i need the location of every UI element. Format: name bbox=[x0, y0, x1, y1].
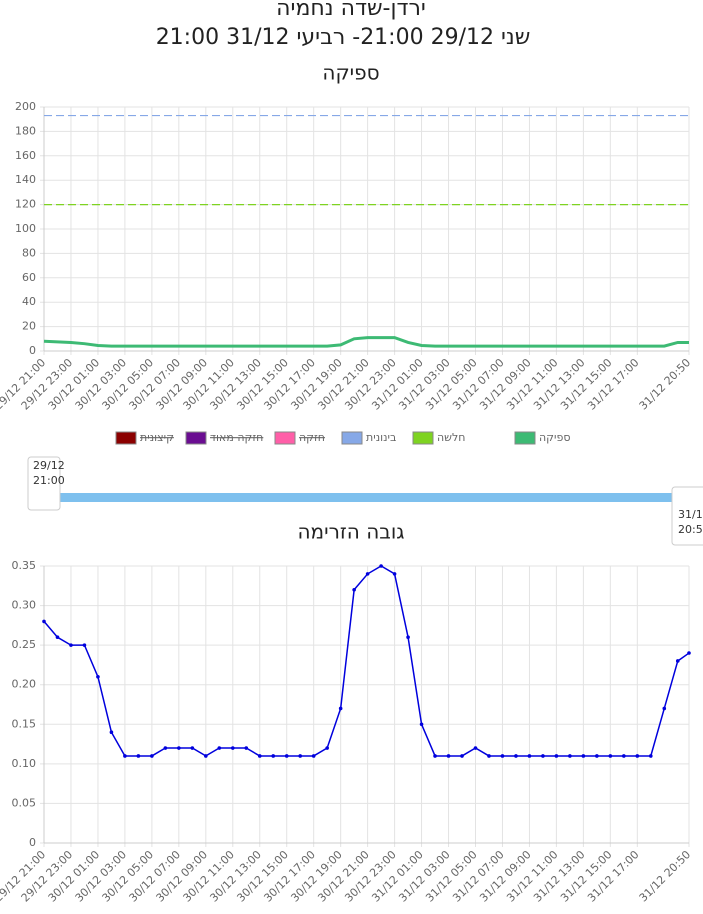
data-point bbox=[257, 754, 262, 758]
data-point bbox=[204, 754, 208, 758]
y-tick-label: 20 bbox=[22, 320, 36, 333]
slider-start-date: 29/12 bbox=[33, 459, 65, 472]
data-point bbox=[352, 587, 356, 592]
y-tick-label: 140 bbox=[15, 173, 36, 186]
y-tick-label: 0.10 bbox=[12, 757, 37, 770]
legend-label[interactable]: קיצונית bbox=[140, 431, 174, 444]
y-tick-label: 160 bbox=[15, 149, 36, 162]
legend-swatch bbox=[185, 431, 207, 445]
data-point bbox=[419, 722, 424, 727]
data-point bbox=[675, 659, 680, 663]
page-subtitle: שני 29/12 21:00- רביעי 31/12 21:00 bbox=[156, 25, 531, 50]
y-tick-label: 0.30 bbox=[12, 599, 37, 612]
data-point bbox=[325, 746, 329, 750]
data-point bbox=[446, 754, 451, 758]
data-line bbox=[43, 336, 689, 348]
legend-swatch bbox=[514, 431, 536, 445]
legend-swatch bbox=[274, 431, 296, 445]
data-point bbox=[109, 730, 114, 734]
data-point bbox=[69, 643, 73, 647]
data-point bbox=[581, 754, 586, 758]
y-tick-label: 60 bbox=[22, 271, 36, 284]
y-tick-label: 180 bbox=[15, 124, 36, 137]
legend-swatch bbox=[115, 431, 137, 445]
chart-title: ספיקה bbox=[322, 61, 379, 85]
data-point bbox=[460, 754, 464, 758]
data-point bbox=[244, 746, 249, 750]
data-point bbox=[271, 754, 276, 758]
data-point bbox=[648, 754, 653, 758]
data-point bbox=[406, 635, 410, 640]
y-tick-label: 0.05 bbox=[12, 796, 37, 809]
x-tick-label: 31/12 20:50 bbox=[637, 848, 694, 905]
legend-swatch bbox=[412, 431, 434, 445]
legend-label[interactable]: חזקה bbox=[299, 431, 325, 444]
data-point bbox=[662, 706, 667, 711]
data-point bbox=[487, 754, 491, 758]
data-point bbox=[177, 746, 181, 750]
data-point bbox=[608, 754, 613, 758]
data-point bbox=[635, 754, 640, 758]
y-tick-label: 120 bbox=[15, 198, 36, 211]
y-tick-label: 80 bbox=[22, 246, 36, 259]
data-point bbox=[514, 754, 518, 758]
slider-end-date: 31/12 bbox=[678, 508, 703, 521]
data-point bbox=[55, 635, 60, 640]
data-point bbox=[42, 619, 46, 624]
slider-end-time: 20:50 bbox=[678, 523, 703, 536]
y-tick-label: 0 bbox=[29, 836, 36, 849]
data-point bbox=[379, 564, 383, 568]
y-tick-label: 200 bbox=[15, 100, 36, 113]
legend-label[interactable]: ספיקה bbox=[539, 431, 570, 444]
y-tick-label: 0.15 bbox=[12, 717, 37, 730]
data-point bbox=[163, 746, 168, 750]
data-point bbox=[298, 754, 303, 758]
data-point bbox=[284, 754, 289, 758]
y-tick-label: 0.35 bbox=[12, 559, 37, 572]
legend-label[interactable]: חלשה bbox=[437, 431, 465, 444]
y-tick-label: 40 bbox=[22, 295, 36, 308]
y-tick-label: 0.25 bbox=[12, 638, 37, 651]
y-tick-label: 0 bbox=[29, 344, 36, 357]
data-point bbox=[136, 754, 141, 758]
data-point bbox=[190, 746, 195, 750]
range-slider[interactable]: 29/12 21:00 31/12 20:50 bbox=[27, 456, 703, 546]
data-point bbox=[217, 746, 222, 750]
slider-handle-end[interactable] bbox=[671, 486, 703, 546]
y-tick-label: 100 bbox=[15, 222, 36, 235]
data-point bbox=[365, 572, 370, 576]
data-point bbox=[392, 572, 397, 576]
data-point bbox=[500, 754, 505, 758]
data-point bbox=[473, 746, 478, 750]
data-point bbox=[687, 651, 691, 655]
data-point bbox=[622, 754, 626, 758]
data-point bbox=[150, 754, 154, 758]
legend-label[interactable]: בינונית bbox=[366, 431, 396, 444]
data-point bbox=[527, 754, 532, 758]
x-tick-label: 31/12 20:50 bbox=[637, 356, 694, 413]
data-point bbox=[82, 643, 87, 647]
data-point bbox=[568, 754, 572, 758]
y-tick-label: 0.20 bbox=[12, 678, 37, 691]
data-point bbox=[338, 706, 343, 711]
data-point bbox=[433, 754, 437, 758]
slider-handle-start[interactable] bbox=[27, 456, 61, 511]
page-title: ירדן-שדה נחמיה bbox=[276, 0, 426, 21]
data-point bbox=[123, 754, 127, 758]
legend-swatch bbox=[341, 431, 363, 445]
data-point bbox=[554, 754, 559, 758]
data-point bbox=[230, 746, 235, 750]
data-line bbox=[43, 565, 690, 757]
slider-track bbox=[44, 493, 689, 502]
legend-label[interactable]: חזקה מאוד bbox=[210, 431, 263, 444]
data-point bbox=[311, 754, 316, 758]
data-point bbox=[595, 754, 599, 758]
data-point bbox=[541, 754, 545, 758]
chart-title: גובה הזרימה bbox=[297, 520, 404, 544]
slider-start-time: 21:00 bbox=[33, 474, 65, 487]
data-point bbox=[96, 675, 100, 679]
